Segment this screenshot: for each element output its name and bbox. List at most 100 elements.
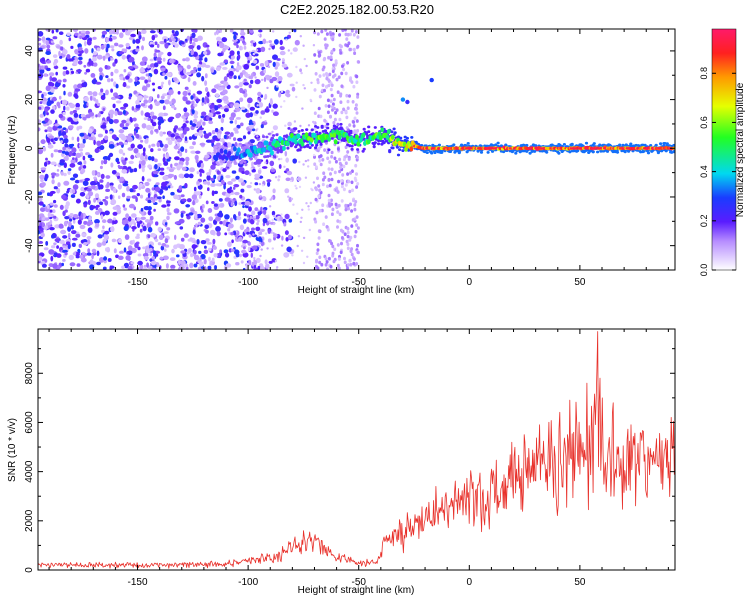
spectrogram-cell (221, 145, 225, 148)
spectrogram-cell (315, 210, 319, 215)
spectrogram-cell (317, 184, 321, 188)
spectrogram-cell (354, 103, 358, 107)
spectrogram-cell (61, 194, 67, 200)
spectrogram-cell (212, 238, 216, 245)
spectrogram-cell (286, 146, 290, 150)
spectrogram-cell (96, 173, 100, 177)
spectrogram-cell (328, 183, 332, 188)
spectrogram-cell (274, 71, 280, 77)
spectrogram-cell (347, 157, 351, 161)
spectrogram-cell (249, 181, 253, 185)
spectrogram-cell (114, 68, 119, 74)
spectrogram-cell (50, 161, 57, 166)
spectrogram-cell (48, 81, 53, 87)
spectrogram-cell (317, 236, 321, 240)
spectrogram-cell (211, 88, 217, 93)
spectrogram-cell (165, 186, 169, 191)
spectrogram-cell (223, 149, 228, 155)
spectrogram-cell (239, 194, 243, 199)
spectrogram-cell (257, 209, 260, 212)
spectrogram-cell (283, 222, 287, 227)
spectrogram-cell (210, 177, 214, 182)
spectrogram-cell (161, 204, 167, 208)
spectrogram-cell (229, 116, 234, 121)
spectrogram-cell (130, 143, 135, 149)
colorbar-gradient (712, 29, 736, 270)
spectrogram-cell (201, 208, 204, 213)
spectrogram-cell (73, 118, 79, 122)
spectrogram-cell (331, 105, 334, 109)
spectrogram-cell (265, 135, 269, 139)
spectrogram-cell (140, 207, 144, 212)
spectrogram-cell (349, 131, 353, 135)
spectrogram-cell (326, 122, 330, 126)
spectrogram-cell (62, 146, 66, 151)
spectrogram-cell (137, 253, 142, 257)
spectrogram-cell (336, 219, 340, 223)
spectrogram-cell (48, 135, 54, 139)
spectrogram-cell (327, 198, 331, 203)
spectrogram-cell (195, 191, 201, 196)
spectrogram-cell (335, 108, 339, 112)
spectrogram-cell (272, 134, 276, 137)
spectrogram-cell (177, 150, 180, 154)
spectrogram-cell (313, 30, 317, 35)
spectrogram-cell (161, 81, 165, 85)
spectrogram-cell (132, 239, 135, 244)
spectrogram-cell (48, 120, 53, 125)
spectrogram-cell (136, 217, 141, 222)
spectrogram-cell (204, 80, 208, 86)
spectrogram-cell (233, 137, 237, 142)
spectrogram-cell (209, 117, 213, 121)
spectrogram-cell (59, 39, 63, 45)
spectrogram-cell (337, 75, 341, 79)
spectrogram-cell (167, 139, 173, 146)
spectrogram-cell (290, 52, 293, 55)
spectrogram-cell (310, 143, 314, 147)
spectrogram-cell (109, 113, 114, 119)
spectrogram-cell (253, 188, 256, 191)
spectrogram-cell (231, 239, 234, 244)
spectrogram-cell (280, 140, 285, 146)
spectrogram-cell (490, 150, 495, 153)
spectrogram-frame (37, 28, 676, 271)
spectrogram-cell (223, 134, 227, 139)
spectrogram-cell (113, 81, 117, 87)
spectrogram-cell (307, 159, 310, 162)
spectrogram-cell (355, 74, 359, 79)
spectrogram-cell (332, 120, 336, 125)
spectrogram-cell (99, 145, 105, 151)
spectrogram-cell (289, 179, 293, 183)
spectrogram-cell (162, 36, 168, 41)
spectrogram-cell (247, 60, 250, 64)
spectrogram-cell (66, 54, 71, 60)
spectrogram-cell (161, 181, 168, 187)
spectrogram-cell (114, 58, 118, 64)
spectrogram-cell (153, 174, 159, 178)
spectrogram-cell (137, 95, 144, 101)
spectrogram-cell (180, 237, 185, 242)
spectrogram-cell (99, 75, 103, 81)
spectrogram-cell (99, 165, 103, 170)
spectrogram-cell (318, 208, 322, 213)
spectrogram-cell (347, 179, 351, 184)
snr-ytick-label: 4000 (24, 460, 35, 483)
spectrogram-cell (44, 217, 50, 221)
spectrogram-cell (338, 212, 342, 217)
spectrogram-cell (615, 150, 620, 154)
spectrogram-cell (67, 91, 73, 97)
spectrogram-cell (213, 190, 218, 195)
spectrogram-cell (466, 142, 470, 145)
spectrogram-cell (393, 131, 397, 135)
spectrogram-cell (56, 253, 62, 258)
spectrogram-cell (269, 160, 275, 167)
spectrogram-cell (93, 97, 96, 102)
spectrogram-cell (125, 213, 129, 219)
spectrogram-cell (252, 245, 258, 250)
spectrogram-cell (152, 170, 159, 175)
spectrogram-cell (109, 182, 114, 187)
spectrogram-cell (339, 179, 343, 183)
spectrogram-cell (197, 66, 202, 72)
spectrogram-cell (292, 158, 298, 164)
